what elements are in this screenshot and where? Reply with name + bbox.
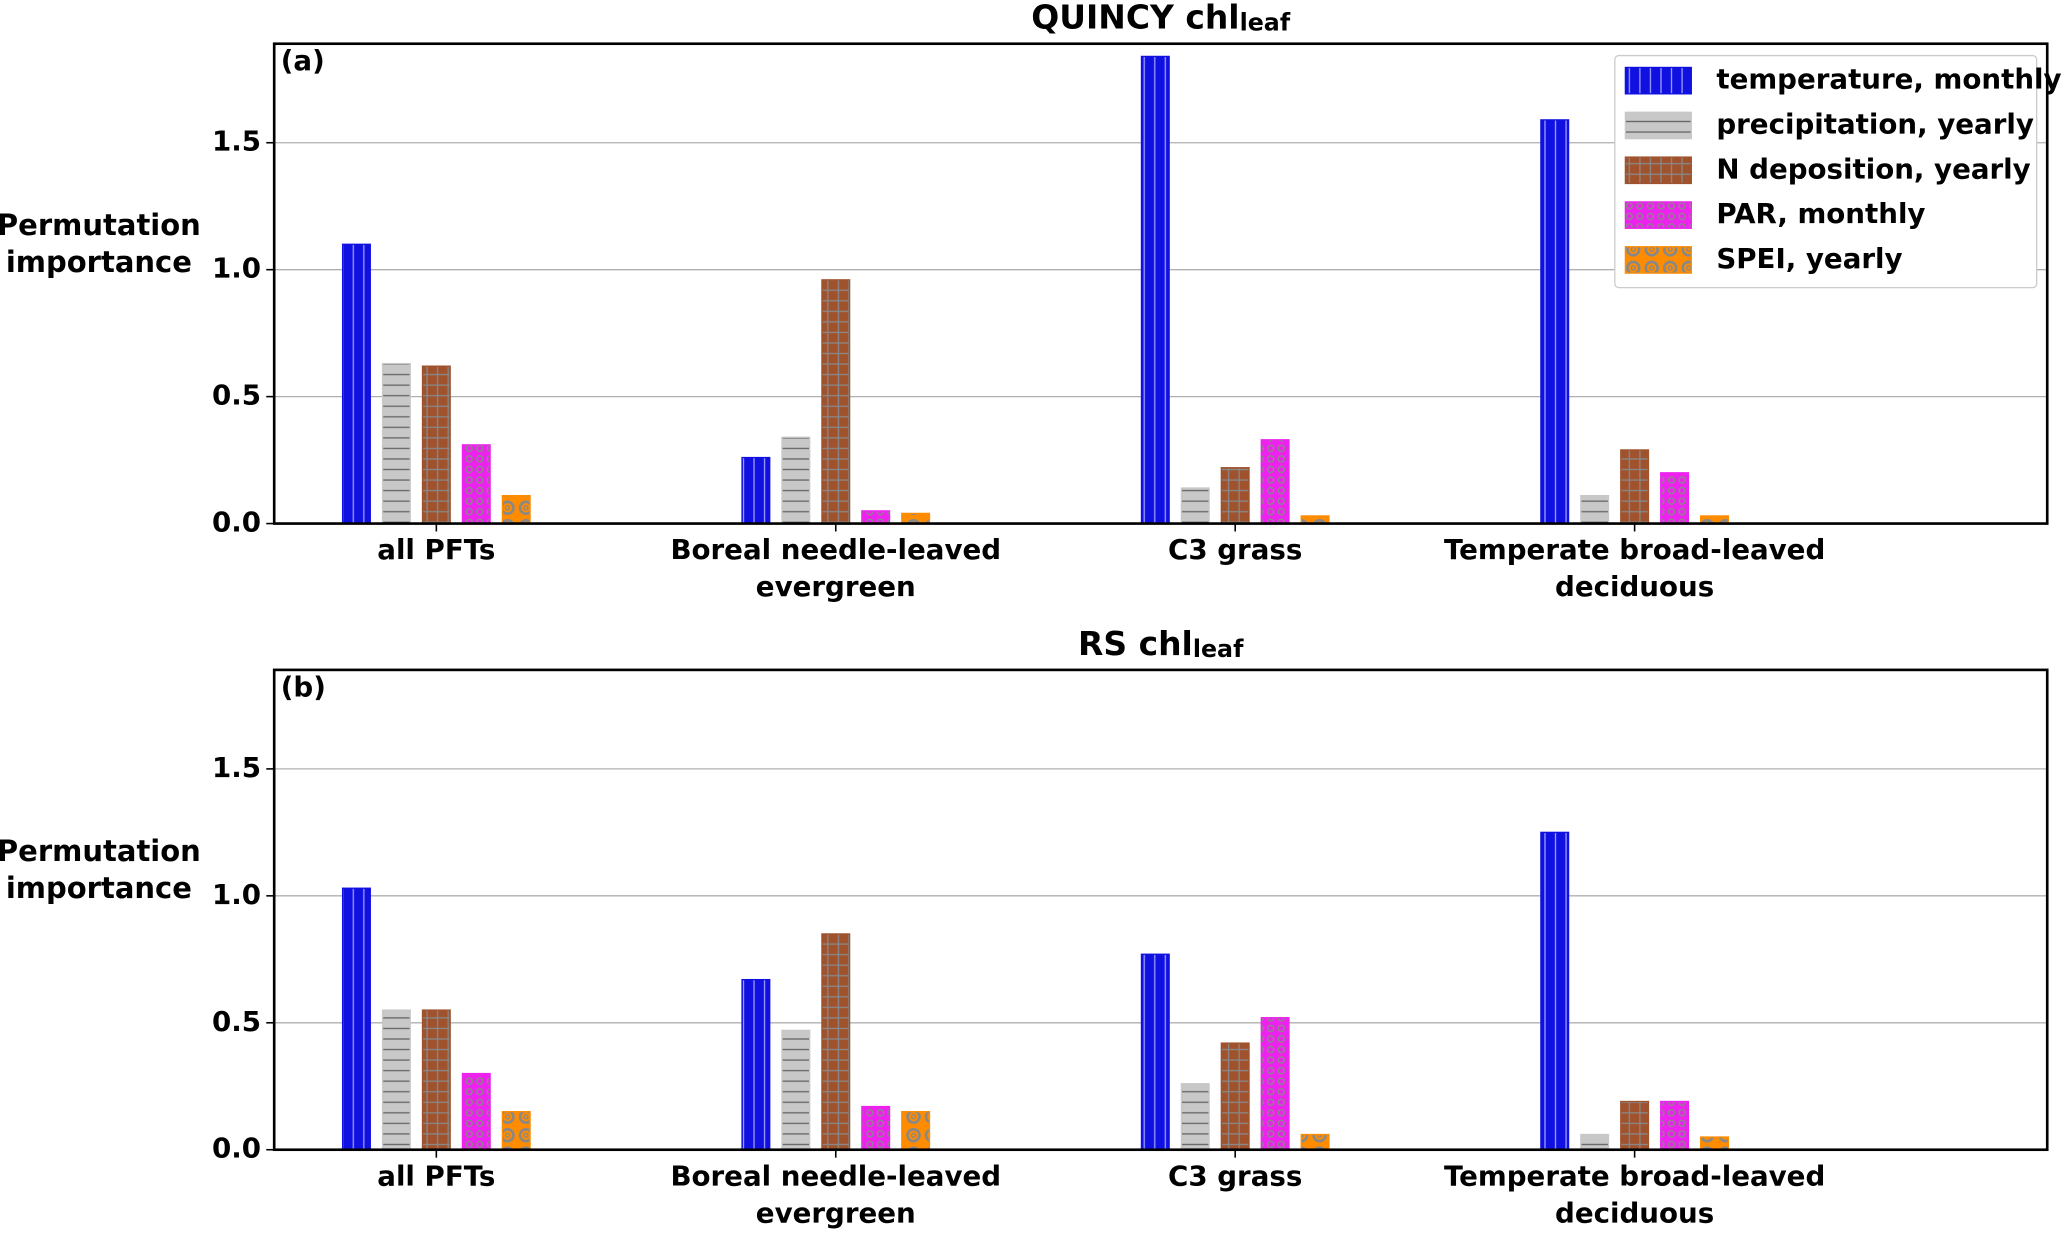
x-tick-label: evergreen: [756, 570, 916, 603]
y-axis-label: importance: [6, 871, 192, 905]
bar: [421, 365, 451, 525]
bar: [1660, 472, 1690, 525]
legend-swatch: [1624, 66, 1692, 95]
plot-frame: [272, 42, 2049, 525]
y-axis-label: Permutation: [0, 208, 201, 242]
x-tick-label: C3 grass: [1168, 1159, 1302, 1192]
bar: [1300, 1133, 1330, 1151]
legend-swatch: [1624, 246, 1692, 274]
bar: [421, 1009, 451, 1151]
legend-label: PAR, monthly: [1716, 197, 1925, 230]
legend-swatch: [1624, 201, 1692, 229]
x-tick-label: all PFTs: [377, 1159, 495, 1192]
bar: [1180, 1083, 1210, 1151]
bar: [781, 1029, 811, 1151]
y-tick-label: 1.5: [212, 751, 261, 784]
bar: [1220, 1042, 1250, 1151]
bar: [901, 1110, 931, 1151]
legend-swatch: [1624, 156, 1692, 185]
bar: [341, 243, 371, 525]
chart-title: RS chlleaf: [1078, 623, 1244, 663]
bar: [861, 510, 891, 525]
bar: [501, 494, 531, 525]
y-axis-label: Permutation: [0, 834, 201, 868]
y-tick-label: 0.5: [212, 379, 261, 412]
bar: [1620, 449, 1650, 525]
x-tick-label: deciduous: [1555, 1196, 1714, 1229]
y-tick-label: 0.0: [212, 506, 261, 539]
panel-label: (b): [281, 670, 326, 703]
legend-label: temperature, monthly: [1716, 63, 2061, 96]
bar: [821, 933, 851, 1151]
title-subscript: leaf: [1240, 9, 1291, 37]
bar: [1580, 1133, 1610, 1151]
bar: [461, 444, 491, 525]
legend-box: [1614, 54, 2038, 289]
y-axis-label: importance: [6, 245, 192, 279]
bar: [1540, 119, 1570, 525]
title-subscript: leaf: [1193, 635, 1244, 663]
bar: [1140, 953, 1170, 1151]
bar: [1260, 1017, 1290, 1151]
x-tick-label: deciduous: [1555, 570, 1714, 603]
bar: [741, 456, 771, 525]
x-tick-label: C3 grass: [1168, 533, 1302, 566]
x-tick-label: Temperate broad-leaved: [1444, 533, 1825, 566]
bar: [741, 978, 771, 1151]
bar: [381, 1009, 411, 1151]
legend-label: N deposition, yearly: [1716, 152, 2030, 185]
bar: [1180, 487, 1210, 525]
bar: [1140, 55, 1170, 525]
bar: [501, 1110, 531, 1151]
panel-label: (a): [281, 44, 325, 77]
chart-title: QUINCY chlleaf: [1031, 0, 1291, 37]
bar: [1260, 439, 1290, 525]
bar: [901, 512, 931, 525]
x-tick-label: Temperate broad-leaved: [1444, 1159, 1825, 1192]
bar: [381, 362, 411, 525]
y-tick-label: 1.0: [212, 878, 261, 911]
x-tick-label: Boreal needle-leaved: [670, 533, 1001, 566]
legend-label: SPEI, yearly: [1716, 242, 1902, 275]
bar: [781, 436, 811, 525]
bar: [461, 1072, 491, 1151]
bar: [861, 1105, 891, 1151]
bar: [1580, 494, 1610, 525]
y-tick-label: 0.0: [212, 1132, 261, 1165]
x-tick-label: evergreen: [756, 1196, 916, 1229]
bar: [1220, 467, 1250, 525]
bar: [821, 279, 851, 525]
bar: [1540, 831, 1570, 1151]
y-tick-label: 1.0: [212, 252, 261, 285]
legend-swatch: [1624, 111, 1692, 140]
bar: [341, 887, 371, 1151]
bar: [1700, 1136, 1730, 1151]
y-tick-label: 0.5: [212, 1005, 261, 1038]
x-tick-label: all PFTs: [377, 533, 495, 566]
bar: [1620, 1100, 1650, 1151]
title-text: QUINCY chl: [1031, 0, 1239, 36]
plot-frame: [272, 668, 2049, 1152]
bar: [1660, 1100, 1690, 1151]
y-tick-label: 1.5: [212, 125, 261, 158]
title-text: RS chl: [1078, 623, 1193, 662]
legend-label: precipitation, yearly: [1716, 107, 2034, 140]
x-tick-label: Boreal needle-leaved: [670, 1159, 1001, 1192]
